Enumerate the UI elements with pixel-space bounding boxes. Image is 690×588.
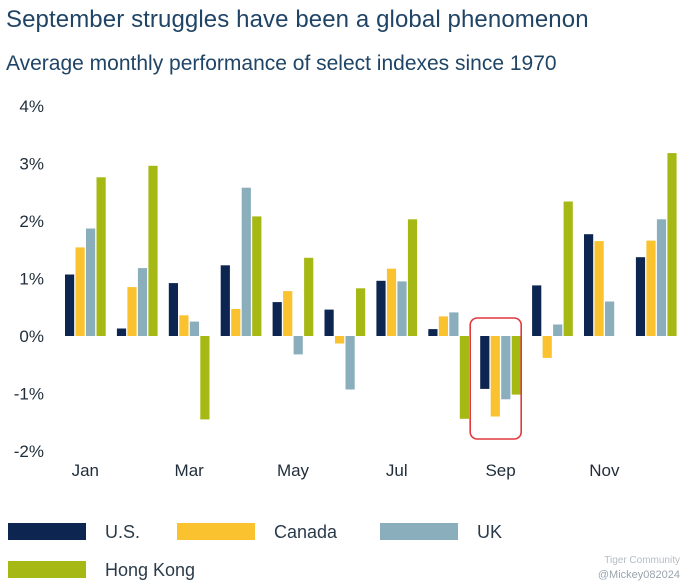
bar-us-jul xyxy=(376,280,386,336)
bar-canada-nov xyxy=(594,241,604,336)
x-tick-label: Sep xyxy=(485,461,515,480)
chart-subtitle: Average monthly performance of select in… xyxy=(6,52,557,75)
bar-uk-oct xyxy=(553,324,563,336)
bar-canada-may xyxy=(283,291,293,336)
x-tick-label: Mar xyxy=(175,461,205,480)
legend-label-hongkong: Hong Kong xyxy=(105,560,195,580)
legend-label-canada: Canada xyxy=(274,522,338,542)
bar-uk-aug xyxy=(449,312,459,336)
bar-canada-mar xyxy=(179,315,189,336)
bar-canada-jan xyxy=(75,247,85,336)
bar-uk-jan xyxy=(86,228,96,336)
y-tick-label: 4% xyxy=(19,97,44,116)
y-tick-label: 2% xyxy=(19,212,44,231)
legend-label-us: U.S. xyxy=(105,522,140,542)
bar-canada-jun xyxy=(335,336,345,344)
bar-uk-jun xyxy=(345,336,355,390)
bar-hongkong-mar xyxy=(200,336,210,420)
bar-hongkong-dec xyxy=(667,153,677,336)
legend-label-uk: UK xyxy=(477,522,502,542)
bar-canada-jul xyxy=(386,268,397,336)
bar-canada-dec xyxy=(646,240,656,336)
x-tick-label: May xyxy=(277,461,310,480)
watermark-handle: @Mickey082024 xyxy=(597,569,680,581)
bar-hongkong-jun xyxy=(356,288,366,336)
y-axis-ticks: 4% 3% 2% 1% 0% -1% -2% xyxy=(14,97,44,461)
bar-hongkong-jan xyxy=(96,177,106,336)
bar-hongkong-apr xyxy=(252,216,262,336)
bar-uk-apr xyxy=(241,187,251,336)
x-axis-ticks: Jan Mar May Jul Sep Nov xyxy=(72,461,620,480)
legend-swatch-canada xyxy=(177,523,255,540)
bar-uk-jul xyxy=(397,281,407,336)
bar-us-sep xyxy=(480,336,490,389)
september-highlight xyxy=(469,317,523,440)
legend-swatch-hongkong xyxy=(8,561,86,578)
bar-us-may xyxy=(272,302,282,336)
bar-us-nov xyxy=(584,234,594,336)
bar-us-jun xyxy=(324,309,334,336)
legend-swatch-us xyxy=(8,523,86,540)
watermark: Tiger Community @Mickey082024 xyxy=(598,554,680,582)
y-tick-label: 3% xyxy=(19,155,44,174)
bar-us-mar xyxy=(168,283,178,336)
bar-us-jan xyxy=(65,274,75,336)
highlight-box xyxy=(469,317,523,440)
x-tick-label: Nov xyxy=(589,461,620,480)
bar-canada-apr xyxy=(231,309,241,336)
legend: U.S. Canada UK Hong Kong xyxy=(8,522,502,580)
x-tick-label: Jul xyxy=(386,461,408,480)
chart-title: September struggles have been a global p… xyxy=(6,6,589,33)
bar-hongkong-oct xyxy=(563,201,573,336)
bar-us-aug xyxy=(428,329,438,336)
bar-canada-oct xyxy=(542,336,552,358)
bar-us-oct xyxy=(532,285,542,336)
bar-canada-feb xyxy=(127,287,137,336)
bar-hongkong-aug xyxy=(459,336,469,419)
y-tick-label: -1% xyxy=(14,385,44,404)
y-tick-label: 0% xyxy=(19,327,44,346)
bar-us-feb xyxy=(116,328,127,336)
bar-hongkong-jul xyxy=(407,219,418,336)
bar-uk-nov xyxy=(605,301,615,336)
watermark-brand: Tiger Community xyxy=(604,555,680,566)
bar-us-dec xyxy=(635,257,646,336)
y-tick-label: 1% xyxy=(19,270,44,289)
bar-canada-aug xyxy=(438,316,448,336)
bar-us-apr xyxy=(220,265,230,336)
bar-hongkong-sep xyxy=(511,336,521,395)
bar-uk-dec xyxy=(656,219,667,336)
bar-hongkong-may xyxy=(304,257,314,336)
bar-canada-sep xyxy=(490,336,500,417)
bar-series xyxy=(65,153,677,420)
bar-hongkong-feb xyxy=(148,165,158,336)
bar-uk-sep xyxy=(501,336,511,400)
legend-swatch-uk xyxy=(380,523,458,540)
bar-uk-may xyxy=(293,336,303,355)
x-tick-label: Jan xyxy=(72,461,99,480)
y-tick-label: -2% xyxy=(14,442,44,461)
bar-uk-mar xyxy=(189,321,199,336)
bar-uk-feb xyxy=(137,268,148,336)
